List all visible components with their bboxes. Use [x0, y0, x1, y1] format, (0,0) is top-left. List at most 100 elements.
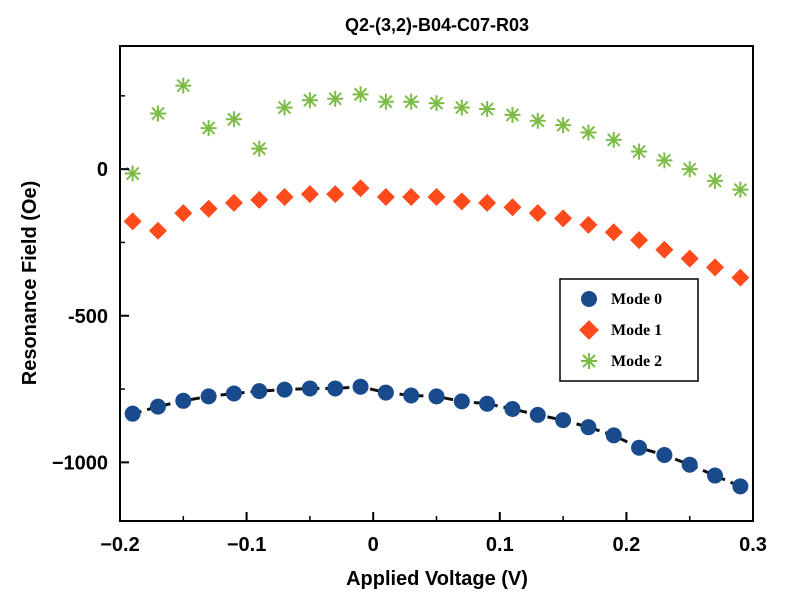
mode-1-point [199, 199, 218, 218]
mode-2-point [428, 95, 445, 112]
mode-0-point [504, 400, 521, 417]
mode-0-point [149, 398, 166, 415]
mode-2-point [453, 99, 470, 116]
mode-1-point [503, 198, 522, 217]
mode-1-point [351, 179, 370, 198]
mode-2-point [149, 105, 166, 122]
mode-2-point [200, 120, 217, 137]
legend-item-mode-1: Mode 1 [579, 320, 662, 340]
mode-2-point [327, 90, 344, 107]
x-tick-label: 0 [368, 534, 379, 556]
mode-2-point [529, 112, 546, 129]
mode-0-point [200, 388, 217, 405]
mode-0-point [225, 385, 242, 402]
mode-1-point [478, 193, 497, 212]
mode-0-point [605, 427, 622, 444]
chart-axes: −0.2 −0.1 0 0.1 0.2 0.3 0 -500 −1000 [52, 95, 767, 556]
mode-0-point [631, 439, 648, 456]
mode-1-point [174, 204, 193, 223]
mode-1-point [123, 212, 142, 231]
mode-2-point [580, 124, 597, 141]
legend-label-mode-0: Mode 0 [611, 291, 662, 308]
plot-frame [119, 45, 754, 522]
mode-0-point [529, 406, 546, 423]
mode-0-point [479, 395, 496, 412]
mode-1-point [655, 240, 674, 259]
mode-0-point [377, 384, 394, 401]
x-tick-label: −0.1 [227, 534, 266, 556]
legend-marker-mode-1 [579, 320, 599, 340]
mode-2-point [504, 106, 521, 123]
mode-1-point [224, 193, 243, 212]
mode-2-point [479, 101, 496, 118]
legend-item-mode-0: Mode 0 [581, 291, 662, 308]
mode-2-point [732, 181, 749, 198]
mode-0-point [555, 412, 572, 429]
mode-2-point [555, 117, 572, 134]
chart-title: Q2-(3,2)-B04-C07-R03 [345, 15, 529, 35]
mode-1-point [275, 188, 294, 207]
mode-0-point [580, 419, 597, 436]
legend-marker-mode-0 [581, 291, 597, 307]
mode-0-point [732, 478, 749, 495]
mode-2-point [124, 165, 141, 182]
legend: Mode 0 Mode 1 Mode 2 [559, 278, 699, 382]
legend-label-mode-2: Mode 2 [611, 353, 662, 370]
mode-2-point [251, 140, 268, 157]
legend-label-mode-1: Mode 1 [611, 322, 662, 339]
mode-0-point [681, 456, 698, 473]
mode-2-point [225, 111, 242, 128]
y-tick-label: −1000 [52, 452, 108, 474]
mode-2-point [631, 143, 648, 160]
legend-marker-mode-2 [581, 353, 597, 369]
mode-1-point [731, 268, 750, 287]
mode-1-point [148, 221, 167, 240]
legend-item-mode-2: Mode 2 [581, 353, 662, 370]
x-tick-label: 0.2 [612, 534, 640, 556]
mode-0-point [428, 388, 445, 405]
mode-0-point [707, 467, 724, 484]
mode-0-point [276, 381, 293, 398]
mode-0-point [175, 392, 192, 409]
mode-1-point [528, 204, 547, 223]
mode-2-point [175, 77, 192, 94]
mode-0-point [453, 393, 470, 410]
mode-0-point [124, 405, 141, 422]
mode-2-point [707, 172, 724, 189]
mode-1-point [326, 185, 345, 204]
mode-1-point [680, 249, 699, 268]
mode-1-point [452, 192, 471, 211]
mode-1-point [300, 185, 319, 204]
mode-2-point [605, 131, 622, 148]
mode-2-point [403, 93, 420, 110]
x-tick-label: 0.3 [739, 534, 767, 556]
x-axis-label: Applied Voltage (V) [346, 568, 528, 590]
y-tick-label: 0 [97, 159, 108, 181]
x-tick-label: −0.2 [100, 534, 139, 556]
mode-0-point [656, 447, 673, 464]
x-tick-label: 0.1 [486, 534, 514, 556]
mode-2-point [377, 93, 394, 110]
mode-0-point [301, 380, 318, 397]
mode-1-point [604, 223, 623, 242]
y-tick-label: -500 [68, 306, 108, 328]
mode-1-point [554, 209, 573, 228]
y-axis-label: Resonance Field (Oe) [19, 181, 41, 386]
mode-2-point [681, 161, 698, 178]
mode-1-point [630, 231, 649, 250]
mode-0-point [327, 380, 344, 397]
mode-0-point [251, 383, 268, 400]
mode-1-point [376, 188, 395, 207]
mode-1-point [579, 215, 598, 234]
mode-2-point [656, 152, 673, 169]
mode-2-point [352, 86, 369, 103]
mode-1-point [402, 188, 421, 207]
mode-1-point [250, 190, 269, 209]
mode-1-point [706, 258, 725, 277]
mode-2-point [301, 92, 318, 109]
chart-marks [123, 77, 750, 495]
mode-0-point [403, 387, 420, 404]
mode-0-point [352, 378, 369, 395]
